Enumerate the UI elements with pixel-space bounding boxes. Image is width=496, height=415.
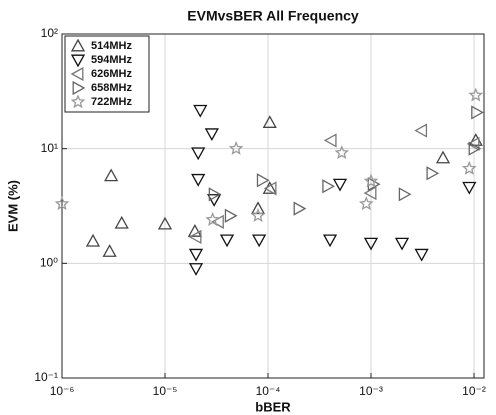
point	[323, 133, 337, 148]
point	[250, 201, 266, 215]
point	[471, 105, 484, 120]
x-tick-label: 10⁻²	[462, 384, 486, 398]
y-tick-label: 10¹	[41, 141, 58, 155]
point	[208, 187, 222, 202]
point	[205, 212, 220, 226]
point	[114, 215, 129, 229]
point	[398, 187, 412, 202]
point	[461, 160, 477, 175]
point	[188, 229, 202, 245]
point	[466, 136, 480, 152]
point	[468, 141, 482, 156]
y-tick-label: 10⁰	[40, 256, 58, 270]
x-tick-label: 10⁻⁴	[256, 384, 281, 398]
point	[102, 244, 117, 257]
point	[363, 185, 377, 201]
legend-label: 514MHz	[91, 40, 132, 52]
point	[224, 208, 238, 223]
x-axis-label: bBER	[255, 399, 291, 414]
y-axis-label: EVM (%)	[5, 180, 20, 232]
legend-label: 626MHz	[91, 68, 132, 80]
legend-marker	[70, 66, 84, 82]
point	[85, 233, 101, 247]
point	[363, 237, 379, 251]
legend-marker	[70, 54, 86, 68]
legend-label: 722MHz	[91, 96, 132, 108]
point	[263, 181, 277, 196]
point	[187, 224, 202, 237]
point	[219, 234, 235, 248]
legend-label: 658MHz	[91, 82, 132, 94]
point	[462, 181, 477, 195]
point	[157, 216, 173, 230]
point	[358, 196, 374, 211]
x-tick-label: 10⁻³	[359, 384, 383, 398]
point	[228, 140, 244, 155]
point	[363, 173, 379, 188]
legend-marker	[72, 80, 86, 96]
point	[104, 168, 119, 182]
point	[191, 147, 206, 161]
point	[334, 145, 350, 160]
x-tick-label: 10⁻⁶	[50, 384, 75, 398]
point	[414, 123, 428, 138]
chart-title: EVMvsBER All Frequency	[187, 8, 359, 24]
point	[394, 237, 410, 251]
y-tick-label: 10²	[41, 26, 58, 40]
x-tick-label: 10⁻⁵	[153, 384, 178, 398]
point	[414, 248, 429, 262]
point	[188, 248, 204, 262]
point	[250, 208, 266, 222]
point	[256, 173, 270, 188]
point	[207, 194, 222, 207]
point	[332, 178, 348, 192]
legend-label: 594MHz	[91, 54, 132, 66]
point	[322, 234, 338, 248]
legend-marker	[70, 94, 86, 109]
point	[435, 150, 451, 164]
point	[262, 115, 277, 128]
point	[293, 201, 307, 216]
legend-marker	[70, 38, 86, 52]
point	[54, 196, 70, 211]
point	[252, 234, 267, 248]
point	[426, 166, 440, 181]
point	[322, 179, 336, 194]
point	[193, 104, 208, 118]
y-tick-label: 10⁻¹	[34, 370, 58, 384]
point	[468, 87, 484, 102]
point	[188, 263, 204, 276]
point	[191, 173, 206, 187]
point	[204, 128, 219, 142]
